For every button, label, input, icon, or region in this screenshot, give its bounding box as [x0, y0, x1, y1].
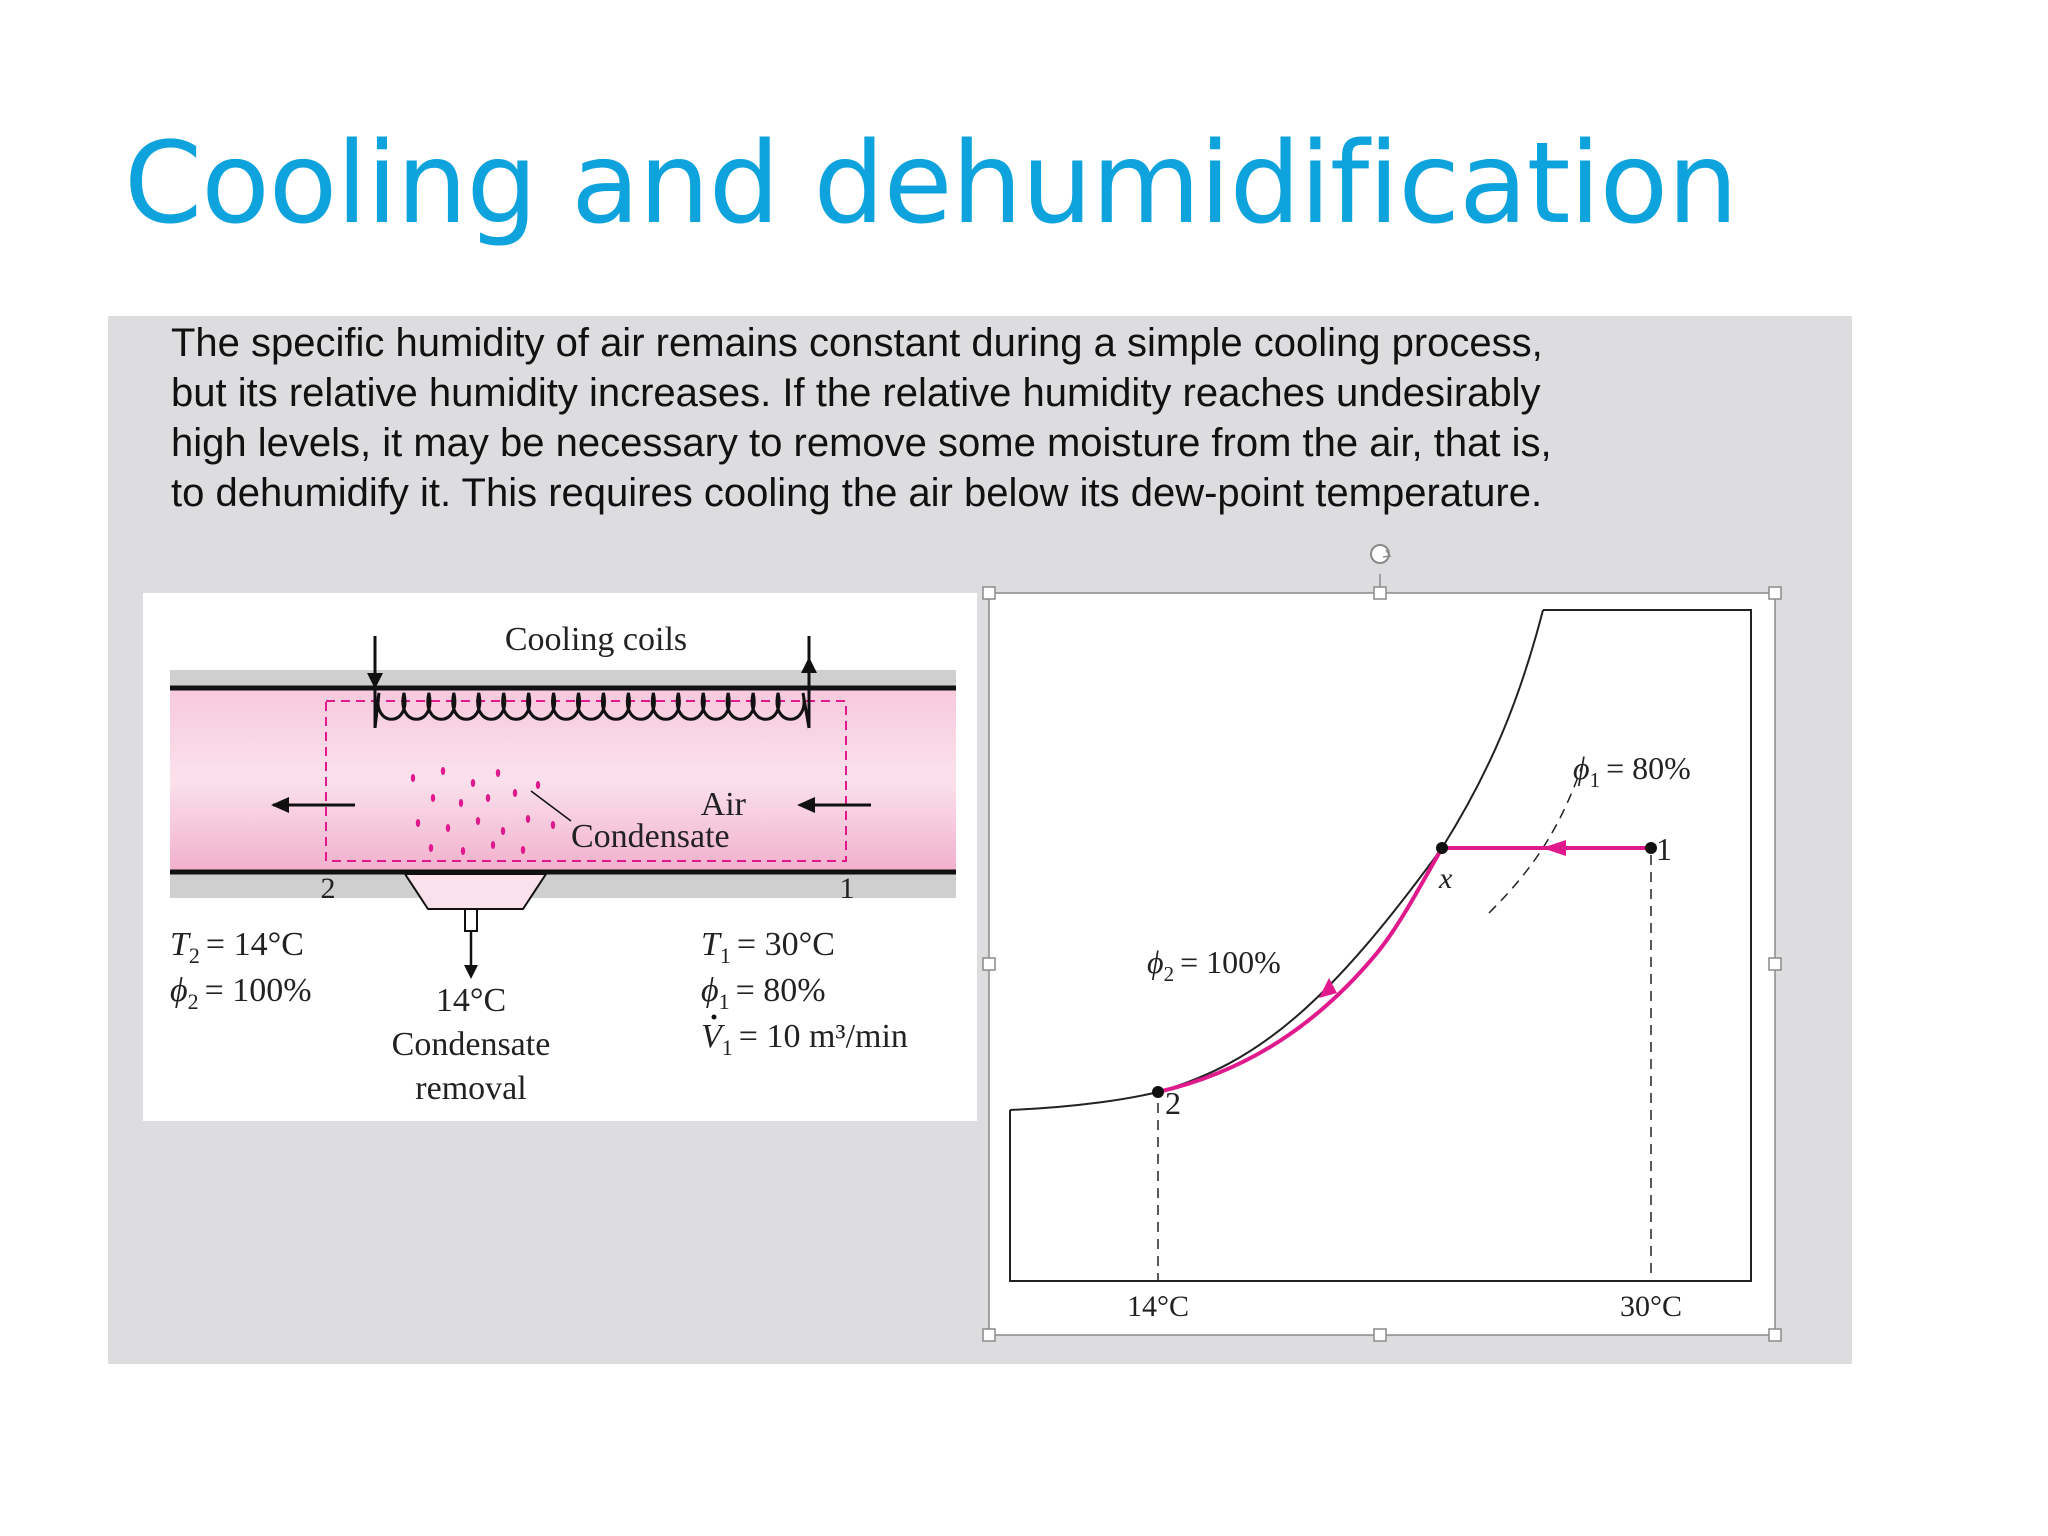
- drain-flow-arrow: [464, 965, 478, 979]
- condensate-drop: [490, 841, 496, 849]
- t2-value: T2 = 14°C: [170, 926, 304, 968]
- body-paragraph: The specific humidity of air remains con…: [171, 318, 1831, 518]
- state-point-2: [1152, 1086, 1164, 1098]
- condensate-drop: [520, 846, 526, 854]
- x-tick-14c: 14°C: [1127, 1290, 1189, 1323]
- point-1-label: 1: [1656, 831, 1672, 867]
- condensate-label: Condensate: [571, 818, 730, 855]
- condensate-drop: [550, 821, 556, 829]
- paragraph-line: to dehumidify it. This requires cooling …: [171, 471, 1543, 515]
- exit-flow-arrow: [271, 797, 289, 813]
- flow-rate-dot: [711, 1014, 717, 1020]
- air-label: Air: [701, 786, 747, 823]
- duct-bottom-wall: [170, 872, 956, 898]
- x-tick-30c: 30°C: [1620, 1290, 1682, 1323]
- duct-top-wall: [170, 670, 956, 688]
- phi1-value: ϕ1 = 80%: [701, 972, 826, 1014]
- coil-outlet-arrow: [801, 657, 817, 673]
- condensate-tray: [403, 873, 548, 910]
- phi2-curve-label: ϕ2 = 100%: [1147, 944, 1281, 986]
- state-1-label: 1: [840, 872, 855, 905]
- condensate-drop: [470, 779, 476, 787]
- state-point-x: [1436, 842, 1448, 854]
- slide-title: Cooling and dehumidification: [124, 119, 1738, 249]
- phi2-value: ϕ2 = 100%: [170, 972, 312, 1014]
- point-x-label: x: [1438, 862, 1453, 895]
- duct-air-space: [170, 688, 956, 872]
- condensate-drop: [525, 815, 531, 823]
- inlet-flow-arrow: [797, 797, 815, 813]
- removal-temp: 14°C: [436, 982, 506, 1019]
- paragraph-line: high levels, it may be necessary to remo…: [171, 421, 1552, 465]
- psychrometric-diagram: 1 x 2 ϕ1 = 80% ϕ2 = 100% 14°C 30°C: [989, 593, 1775, 1335]
- condensate-leader-line: [530, 790, 572, 822]
- condensate-drop: [428, 844, 434, 852]
- condensate-drop: [500, 827, 506, 835]
- control-volume-box: [325, 700, 847, 862]
- phi1-curve: [1488, 762, 1584, 914]
- cooling-coil: [373, 692, 811, 729]
- condensate-drop: [415, 819, 421, 827]
- point-2-label: 2: [1165, 1085, 1181, 1121]
- phi1-curve-label: ϕ1 = 80%: [1573, 750, 1691, 792]
- condensate-droplets: [410, 767, 556, 855]
- condensate-drop: [410, 774, 416, 782]
- condensate-drop: [430, 794, 436, 802]
- duct-figure: Cooling coils Air Condensate 2 1 T2 = 14°…: [143, 593, 977, 1121]
- drain-pipe: [464, 908, 478, 932]
- t1-value: T1 = 30°C: [701, 926, 835, 968]
- condensate-drop: [475, 817, 481, 825]
- condensate-drop: [458, 799, 464, 807]
- paragraph-line: but its relative humidity increases. If …: [171, 371, 1541, 415]
- cooling-coils-label: Cooling coils: [505, 621, 687, 658]
- condensate-drop: [535, 781, 541, 789]
- condensate-drop: [460, 847, 466, 855]
- removal-line-1: Condensate: [392, 1026, 551, 1063]
- state-2-label: 2: [321, 872, 336, 905]
- condensate-drop: [512, 789, 518, 797]
- saturation-curve: [1009, 609, 1544, 1111]
- condensate-drop: [445, 824, 451, 832]
- v1-value: V1 = 10 m³/min: [701, 1018, 908, 1060]
- condensate-drop: [440, 767, 446, 775]
- condensate-drop: [485, 794, 491, 802]
- paragraph-line: The specific humidity of air remains con…: [171, 321, 1543, 365]
- removal-line-2: removal: [415, 1070, 526, 1107]
- coil-inlet-arrow: [367, 673, 383, 689]
- condensate-drop: [495, 769, 501, 777]
